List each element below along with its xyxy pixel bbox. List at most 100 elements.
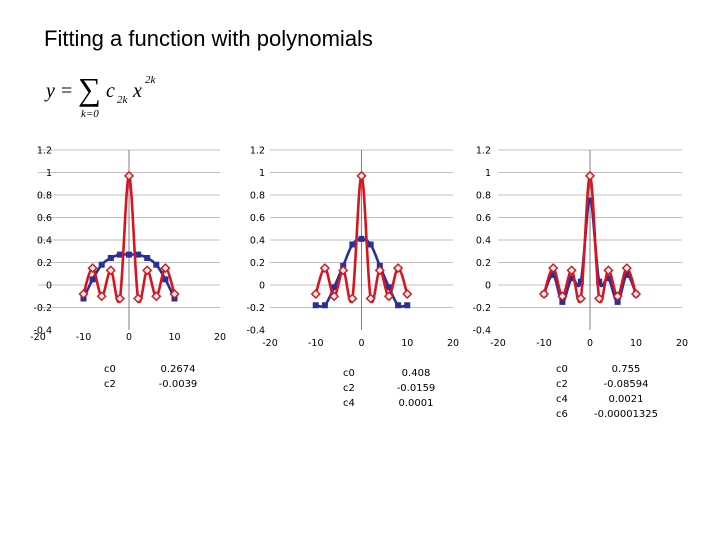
- target-point: [575, 293, 586, 304]
- chart-panel-3: -0.4 -0.2 0 0.2 0.4 0.6 0.8 1 1.2 -20 -10 0 10 20: [472, 146, 688, 350]
- y-tick-label: 0.4: [476, 236, 491, 247]
- y-tick-label: -0.4: [33, 326, 52, 337]
- target-point: [402, 288, 413, 300]
- target-point: [169, 288, 180, 300]
- target-point: [96, 291, 107, 302]
- y-tick-label: 0.2: [250, 258, 265, 269]
- fit-point: [395, 302, 402, 309]
- y-tick-label: 0: [485, 281, 491, 292]
- y-tick-label: 1: [259, 168, 265, 179]
- x-tick-label: 10: [168, 332, 180, 343]
- series-formula: y = ∑ k=0 c 2k x 2k: [44, 71, 164, 122]
- target-point: [160, 263, 171, 274]
- coef-value: 0.408: [401, 368, 431, 379]
- coef-value: -0.00001325: [593, 409, 659, 420]
- y-tick-label: 1.2: [37, 146, 52, 157]
- coef-value: 0.755: [611, 364, 641, 375]
- fit-point: [331, 284, 338, 291]
- target-point: [356, 170, 367, 181]
- fit-point: [568, 275, 575, 282]
- x-tick-label: 20: [676, 338, 688, 349]
- target-point: [374, 265, 385, 276]
- x-tick-label: 20: [447, 338, 459, 349]
- fit-point: [321, 302, 328, 309]
- y-tick-label: -0.4: [472, 326, 491, 337]
- coef-name: c6: [556, 409, 568, 420]
- y-tick-label: 1: [46, 168, 52, 179]
- target-point: [612, 291, 623, 302]
- fit-point: [587, 197, 593, 204]
- fit-point: [614, 298, 621, 305]
- x-tick-label: -20: [30, 332, 46, 343]
- formula-lower-limit: k=0: [81, 108, 99, 120]
- coef-value: 0.2674: [160, 364, 196, 375]
- fit-point: [605, 275, 612, 282]
- formula-power: 2k: [145, 74, 156, 86]
- fit-point: [116, 251, 123, 258]
- y-tick-label: -0.4: [246, 326, 265, 337]
- formula-coef-subscript: 2k: [117, 94, 128, 106]
- target-point: [566, 265, 577, 276]
- target-point: [310, 288, 321, 300]
- fit-point: [349, 241, 356, 248]
- fit-point: [385, 284, 392, 291]
- coef-value: -0.0159: [396, 383, 436, 394]
- fit-point: [358, 235, 365, 242]
- coef-value: 0.0001: [398, 398, 434, 409]
- y-tick-label: 0.2: [37, 258, 52, 269]
- formula-lhs: y: [46, 80, 55, 102]
- coef-name: c0: [104, 364, 116, 375]
- fit-point: [577, 278, 584, 285]
- page-title: Fitting a function with polynomials: [44, 26, 373, 51]
- fit-point: [89, 276, 96, 283]
- target-point: [78, 288, 89, 300]
- target-point: [557, 291, 568, 302]
- y-tick-label: -0.2: [33, 303, 52, 314]
- fit-point: [126, 251, 132, 258]
- fit-point: [153, 261, 160, 268]
- coef-name: c2: [104, 379, 116, 390]
- x-tick-label: 10: [630, 338, 642, 349]
- fit-point: [596, 278, 603, 285]
- x-tick-label: 0: [126, 332, 132, 343]
- x-tick-label: 0: [587, 338, 593, 349]
- target-point: [630, 288, 642, 300]
- formula-coef: c: [106, 80, 115, 102]
- target-point: [603, 265, 614, 276]
- y-tick-label: -0.2: [472, 303, 491, 314]
- fit-point: [559, 298, 566, 305]
- formula-sigma: ∑: [78, 71, 101, 107]
- target-point: [319, 263, 330, 274]
- x-tick-label: 20: [214, 332, 226, 343]
- y-tick-label: 1.2: [250, 146, 265, 157]
- target-point: [621, 263, 632, 274]
- coef-name: c4: [343, 398, 355, 409]
- y-tick-label: -0.2: [246, 303, 265, 314]
- fit-point: [404, 302, 411, 309]
- chart-panel-1: -0.4 -0.2 0 0.2 0.4 0.6 0.8 1 1.2 -20 -10 0 10 20: [30, 146, 226, 344]
- y-tick-label: 0.2: [476, 258, 491, 269]
- y-tick-label: 0.8: [250, 191, 265, 202]
- x-tick-label: -10: [536, 338, 552, 349]
- y-tick-label: 1.2: [476, 146, 491, 157]
- y-tick-label: 1: [485, 168, 491, 179]
- coef-value: -0.0039: [158, 379, 198, 390]
- coef-name: c0: [556, 364, 568, 375]
- formula-variable: x: [133, 80, 142, 102]
- x-tick-label: 0: [358, 338, 364, 349]
- x-tick-label: -20: [262, 338, 278, 349]
- fit-point: [367, 241, 374, 248]
- x-tick-label: 10: [401, 338, 413, 349]
- coef-name: c2: [556, 379, 568, 390]
- y-tick-label: 0.4: [250, 236, 265, 247]
- target-point: [133, 293, 144, 304]
- y-tick-label: 0.8: [476, 191, 491, 202]
- formula-equals: =: [61, 80, 73, 102]
- target-point: [142, 265, 153, 276]
- target-point: [538, 288, 550, 300]
- target-point: [347, 293, 358, 304]
- target-point: [594, 293, 605, 304]
- target-point: [584, 170, 596, 181]
- x-tick-label: -10: [308, 338, 324, 349]
